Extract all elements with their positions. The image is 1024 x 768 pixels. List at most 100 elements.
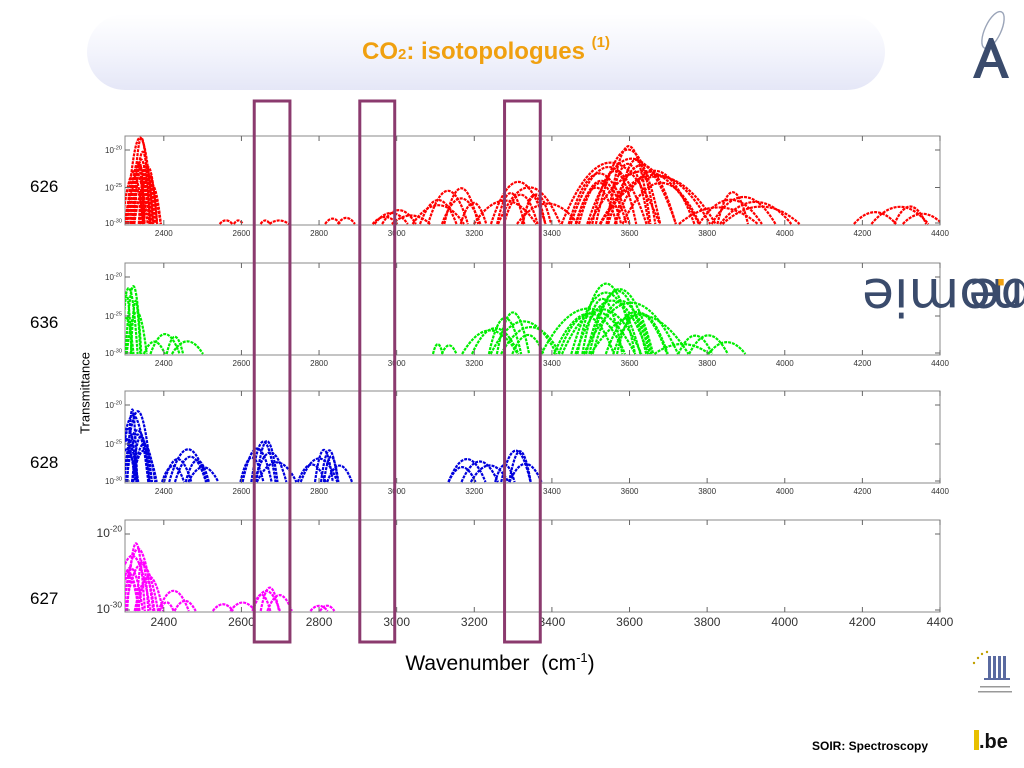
band-arc-626-7-14 [588, 169, 700, 225]
band-arc-636-2-0 [431, 343, 444, 355]
x-tick-label: 4400 [927, 615, 954, 629]
band-arc-627-3-2 [259, 586, 281, 612]
x-tick-label: 2800 [306, 615, 333, 629]
band-arc-626-7-15 [598, 173, 712, 225]
band-arc-636-0-3 [125, 285, 143, 355]
band-arc-626-7-5 [569, 165, 648, 225]
band-arc-628-4-1 [447, 458, 487, 483]
band-arc-626-5-2 [427, 189, 469, 225]
x-tick-label: 3400 [543, 487, 561, 496]
footer-text: SOIR: Spectroscopy [812, 739, 929, 753]
x-tick-label: 3800 [694, 615, 721, 629]
y-axis-label-text: Transmittance [77, 352, 93, 434]
x-tick-label: 3200 [465, 359, 483, 368]
band-arc-628-5-2 [508, 450, 532, 483]
x-tick-label: 3200 [465, 487, 483, 496]
x-tick-label: 2600 [228, 615, 255, 629]
band-arc-628-2-3 [255, 440, 279, 483]
band-arc-636-4-7 [576, 282, 637, 355]
band-arc-627-4-0 [309, 604, 329, 612]
band-arc-628-1-3 [173, 455, 208, 483]
panel-data [125, 136, 940, 225]
band-arc-636-4-4 [581, 298, 624, 355]
x-tick-label: 4000 [776, 487, 794, 496]
band-arc-626-9-3 [902, 212, 940, 225]
x-tick-label: 2400 [150, 615, 177, 629]
x-tick-label: 3600 [621, 359, 639, 368]
band-arc-626-0-15 [142, 184, 162, 225]
band-arc-626-5-0 [411, 204, 465, 225]
band-arc-628-1-0 [160, 464, 186, 483]
band-arc-628-0-9 [131, 435, 151, 483]
band-arc-626-5-1 [418, 199, 458, 225]
band-arc-628-0-8 [125, 433, 151, 483]
band-arc-628-3-3 [319, 449, 339, 483]
band-arc-626-0-12 [138, 171, 156, 225]
band-arc-626-7-7 [594, 148, 662, 225]
band-arc-628-2-5 [255, 461, 298, 483]
x-tick-label: 3800 [698, 229, 716, 238]
x-tick-label: 3600 [616, 615, 643, 629]
band-arc-628-5-1 [500, 449, 532, 483]
panel-628: 2400 2600 2800 3000 3200 3400 3600 3800 4000 4200… [105, 390, 949, 496]
highlight-box-3 [503, 99, 542, 644]
band-arc-626-7-1 [577, 182, 623, 225]
x-axis-label-sup: -1 [576, 650, 588, 665]
band-arc-636-0-2 [125, 286, 139, 355]
band-arc-626-8-3 [710, 196, 777, 225]
x-tick-label: 2400 [155, 359, 173, 368]
be-logo-icon: .be [974, 730, 1008, 753]
band-arc-627-0-9 [137, 578, 156, 612]
band-arc-627-1-0 [158, 601, 175, 612]
band-arc-627-4-1 [319, 604, 336, 612]
band-arc-628-4-2 [460, 460, 500, 483]
band-arc-636-5-2 [688, 334, 729, 355]
x-tick-label: 3000 [388, 229, 406, 238]
band-arc-627-1-1 [157, 589, 190, 612]
x-tick-label: 4200 [853, 229, 871, 238]
x-tick-label: 3200 [461, 615, 488, 629]
band-arc-628-2-0 [239, 456, 265, 483]
band-arc-626-9-2 [893, 205, 928, 225]
slide-title: CO 2: isotopologues (1) [87, 14, 885, 90]
band-arc-626-6-7 [516, 202, 579, 225]
band-arc-628-3-1 [299, 457, 339, 483]
band-arc-636-4-8 [585, 288, 655, 355]
band-arc-627-0-8 [133, 575, 165, 612]
band-arc-626-8-1 [698, 198, 763, 225]
panel-data [125, 542, 336, 612]
x-axis-label: Wavenumber (cm-1) [300, 650, 700, 676]
x-tick-label: 3400 [543, 229, 561, 238]
band-arc-626-7-16 [599, 175, 717, 225]
band-arc-627-0-3 [125, 554, 152, 612]
band-arc-636-0-4 [129, 300, 142, 355]
x-tick-label: 2600 [233, 359, 251, 368]
y-tick-label: 10-30 [97, 600, 123, 616]
band-arc-636-3-4 [489, 320, 558, 355]
brand-tld: be [968, 266, 1024, 326]
band-arc-626-8-5 [721, 205, 801, 225]
x-axis-label-text: Wavenumber (cm [405, 652, 577, 675]
x-tick-label: 2600 [233, 487, 251, 496]
panel-data [125, 282, 747, 355]
band-arc-626-7-4 [591, 170, 638, 225]
band-arc-626-5-5 [459, 201, 488, 225]
x-tick-label: 3400 [539, 615, 566, 629]
panel-frame [124, 519, 941, 613]
aeronomie-logo-icon [973, 10, 1009, 78]
band-arc-636-4-14 [615, 315, 653, 355]
panel-label-628: 628 [30, 453, 59, 472]
x-tick-label: 2400 [155, 229, 173, 238]
band-arc-626-0-9 [133, 150, 153, 225]
band-arc-636-0-5 [125, 310, 148, 355]
band-arc-636-1-0 [142, 340, 166, 355]
band-arc-627-0-2 [125, 566, 144, 612]
band-arc-626-3-1 [336, 216, 356, 225]
band-arc-628-0-7 [125, 429, 154, 483]
band-arc-636-1-2 [165, 335, 185, 355]
x-tick-label: 4200 [853, 487, 871, 496]
band-arc-628-3-5 [326, 464, 354, 483]
band-arc-626-7-8 [586, 157, 677, 225]
band-arc-636-4-9 [591, 300, 651, 355]
